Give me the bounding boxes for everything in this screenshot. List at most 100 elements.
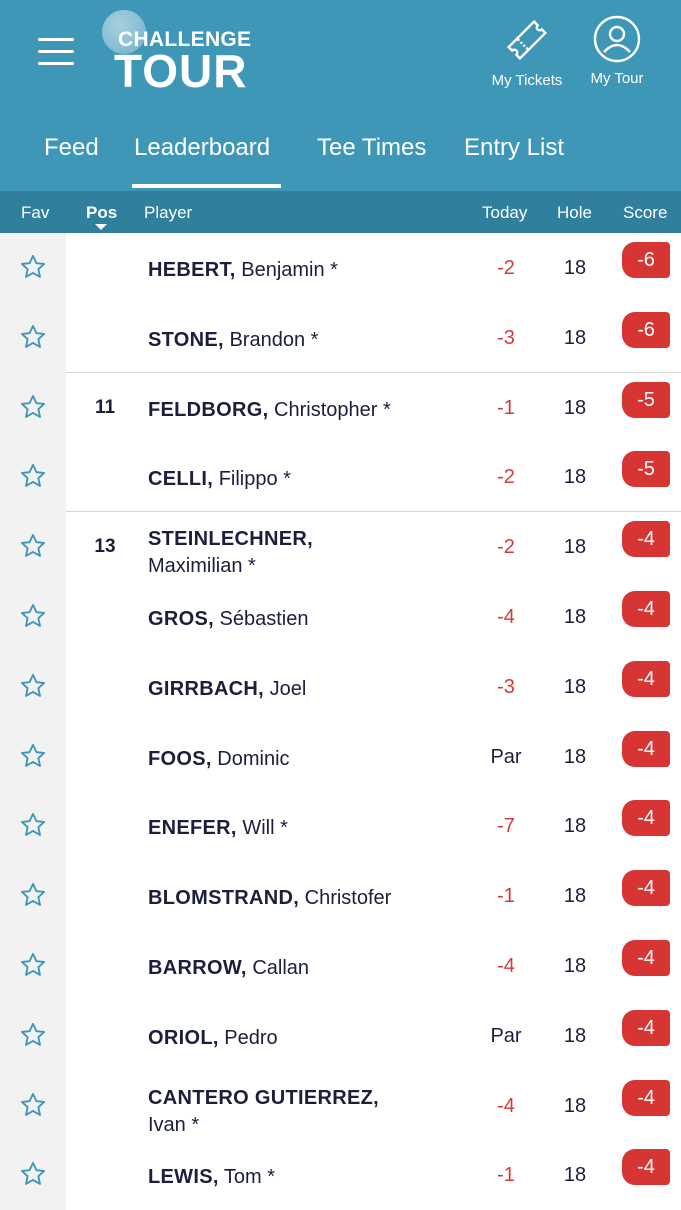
table-row[interactable]: 13 STEINLECHNER, Maximilian * -2 18 -4: [0, 512, 681, 583]
player-last-name: ENEFER,: [148, 817, 237, 840]
fav-cell: [0, 721, 66, 792]
player-name[interactable]: GIRRBACH, Joel: [148, 676, 478, 703]
player-name[interactable]: BARROW, Callan: [148, 955, 478, 982]
hole-number: 18: [563, 326, 587, 349]
star-icon[interactable]: [19, 1091, 47, 1119]
player-first-name: Pedro: [224, 1026, 278, 1049]
player-last-name: BARROW,: [148, 957, 247, 979]
table-row[interactable]: BLOMSTRAND, Christofer -1 18 -4: [0, 861, 681, 932]
fav-cell: [0, 512, 66, 583]
star-icon[interactable]: [19, 323, 47, 351]
player-name[interactable]: GROS, Sébastien: [148, 606, 478, 633]
fav-cell: [0, 442, 66, 513]
col-hole[interactable]: Hole: [557, 203, 592, 222]
position: 13: [94, 536, 116, 558]
player-last-name: FOOS,: [148, 747, 212, 770]
hole-number: 18: [563, 1024, 587, 1047]
total-score-badge: -5: [622, 451, 670, 488]
position: 11: [94, 396, 116, 418]
table-row[interactable]: GIRRBACH, Joel -3 18 -4: [0, 651, 681, 722]
my-tour-button[interactable]: My Tour: [580, 14, 654, 87]
sort-down-icon: [95, 224, 107, 230]
fav-cell: [0, 1140, 66, 1210]
fav-cell: [0, 861, 66, 932]
table-row[interactable]: FOOS, Dominic Par 18 -4: [0, 721, 681, 792]
logo-line-2: TOUR: [114, 45, 248, 97]
player-name[interactable]: LEWIS, Tom *: [148, 1164, 478, 1191]
total-score-badge: -4: [622, 730, 670, 767]
table-row[interactable]: HEBERT, Benjamin * -2 18 -6: [0, 233, 681, 303]
challenge-tour-logo[interactable]: CHALLENGE TOUR: [100, 8, 260, 100]
player-first-name: Maximilian *: [148, 555, 256, 578]
star-icon[interactable]: [19, 393, 47, 421]
player-name[interactable]: STEINLECHNER, Maximilian *: [148, 526, 478, 580]
player-name[interactable]: FOOS, Dominic: [148, 746, 478, 773]
tab-leaderboard[interactable]: Leaderboard: [134, 134, 271, 161]
player-last-name: CELLI,: [148, 468, 214, 491]
table-row[interactable]: CELLI, Filippo * -2 18 -5: [0, 442, 681, 513]
hole-number: 18: [563, 466, 587, 489]
total-score-badge: -4: [622, 940, 670, 976]
table-row[interactable]: LEWIS, Tom * -1 18 -4: [0, 1140, 681, 1210]
col-pos-sort[interactable]: Pos: [86, 203, 118, 222]
star-icon[interactable]: [19, 811, 47, 839]
player-name[interactable]: ORIOL, Pedro: [148, 1025, 478, 1052]
col-today[interactable]: Today: [482, 203, 528, 222]
today-score: -4: [497, 955, 515, 977]
leaderboard-column-header: Fav Pos Player Today Hole Score: [0, 191, 681, 233]
star-icon[interactable]: [19, 951, 47, 979]
star-icon[interactable]: [19, 881, 47, 909]
player-first-name: Will *: [242, 817, 288, 840]
player-name[interactable]: STONE, Brandon *: [148, 327, 478, 354]
star-icon[interactable]: [19, 1160, 47, 1188]
total-score-badge: -4: [622, 1079, 670, 1116]
table-row[interactable]: BARROW, Callan -4 18 -4: [0, 931, 681, 1001]
table-row[interactable]: ORIOL, Pedro Par 18 -4: [0, 1000, 681, 1071]
player-first-name: Christopher *: [274, 398, 391, 421]
fav-cell: [0, 1070, 66, 1141]
today-score: -4: [497, 606, 515, 628]
today-score: Par: [490, 1024, 522, 1047]
player-name[interactable]: ENEFER, Will *: [148, 815, 478, 842]
player-first-name: Filippo *: [218, 468, 291, 491]
table-row[interactable]: CANTERO GUTIERREZ, Ivan * -4 18 -4: [0, 1070, 681, 1141]
hole-number: 18: [563, 675, 587, 698]
menu-icon[interactable]: [38, 38, 74, 66]
tab-feed[interactable]: Feed: [44, 134, 99, 161]
player-name[interactable]: BLOMSTRAND, Christofer: [148, 885, 478, 912]
table-row[interactable]: 11 FELDBORG, Christopher * -1 18 -5: [0, 372, 681, 443]
star-icon[interactable]: [19, 672, 47, 700]
star-icon[interactable]: [19, 1021, 47, 1049]
star-icon[interactable]: [19, 742, 47, 770]
table-row[interactable]: STONE, Brandon * -3 18 -6: [0, 302, 681, 373]
star-icon[interactable]: [19, 602, 47, 630]
tab-tee-times[interactable]: Tee Times: [317, 134, 427, 161]
total-score-badge: -4: [622, 521, 670, 558]
player-name[interactable]: FELDBORG, Christopher *: [148, 397, 478, 424]
table-row[interactable]: GROS, Sébastien -4 18 -4: [0, 582, 681, 652]
player-last-name: BLOMSTRAND,: [148, 887, 300, 910]
hole-number: 18: [563, 1094, 587, 1117]
fav-cell: [0, 302, 66, 373]
today-score: -2: [497, 466, 515, 489]
star-icon[interactable]: [19, 253, 47, 281]
player-name[interactable]: HEBERT, Benjamin *: [148, 257, 478, 284]
today-score: -4: [497, 1094, 515, 1117]
player-first-name: Callan: [252, 957, 310, 979]
player-last-name: HEBERT,: [148, 259, 236, 281]
hole-number: 18: [563, 396, 587, 419]
golf-ball-icon: [102, 10, 146, 54]
hole-number: 18: [563, 1164, 587, 1187]
tab-entry-list[interactable]: Entry List: [464, 134, 565, 161]
table-row[interactable]: ENEFER, Will * -7 18 -4: [0, 791, 681, 862]
logo-line-1: CHALLENGE: [118, 28, 252, 51]
my-tickets-button[interactable]: My Tickets: [484, 14, 570, 89]
star-icon[interactable]: [19, 532, 47, 560]
player-name[interactable]: CELLI, Filippo *: [148, 466, 478, 493]
col-score[interactable]: Score: [623, 203, 668, 222]
player-name[interactable]: CANTERO GUTIERREZ, Ivan *: [148, 1085, 478, 1139]
star-icon[interactable]: [19, 462, 47, 490]
col-player[interactable]: Player: [144, 203, 193, 222]
my-tickets-label: My Tickets: [491, 72, 563, 89]
hole-number: 18: [563, 745, 587, 768]
